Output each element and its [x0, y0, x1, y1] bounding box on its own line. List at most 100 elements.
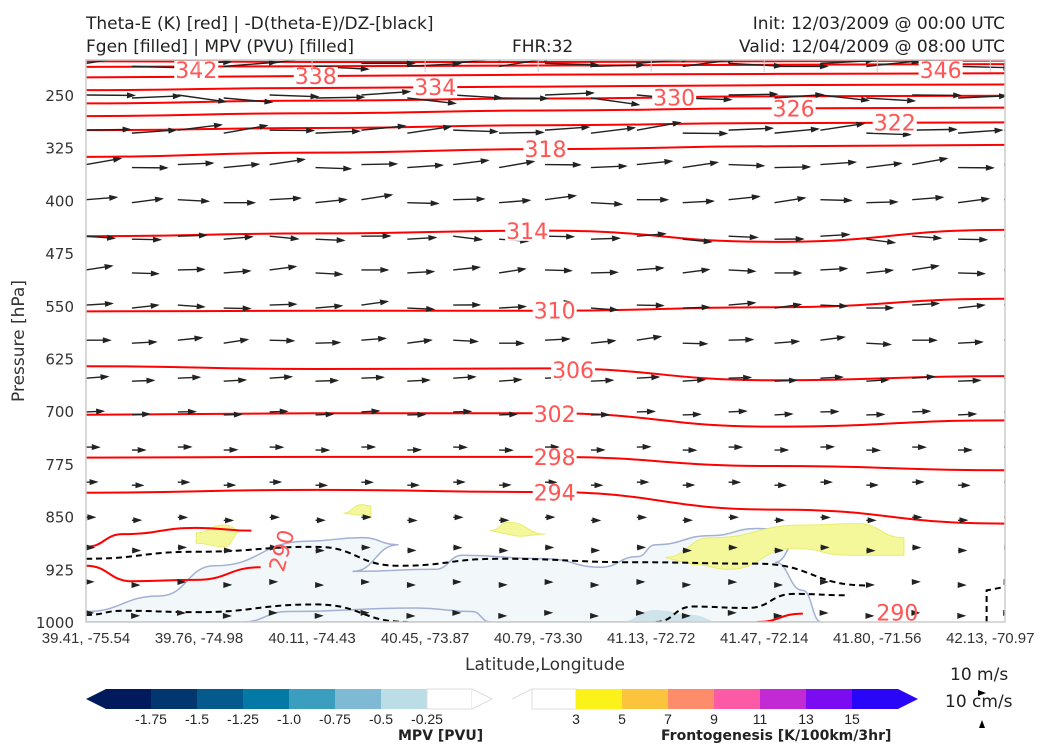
wind-vector-shaft [544, 126, 589, 131]
wind-vector [86, 374, 110, 381]
wind-vector-head [177, 578, 187, 585]
wind-vector [407, 547, 417, 554]
wind-vector [86, 337, 112, 344]
wind-vector-head [364, 479, 374, 486]
wind-vector-head [410, 482, 420, 489]
wind-vector-head [223, 60, 233, 66]
wind-vector [315, 65, 370, 72]
wind-vector-head [268, 609, 278, 616]
wind-vector-head [498, 581, 508, 588]
wind-vector [499, 411, 519, 418]
wind-vector [820, 578, 830, 585]
wind-vector [86, 126, 132, 133]
wind-vector-head [201, 197, 211, 204]
wind-vector [269, 127, 316, 134]
wind-vector [866, 517, 877, 524]
wind-vector [453, 479, 466, 486]
wind-vector-head [334, 303, 344, 310]
wind-vector-head [430, 200, 440, 207]
wind-vector-head [893, 161, 903, 168]
wind-vector [958, 196, 991, 204]
wind-vector-head [292, 195, 302, 202]
wind-vector-head [141, 411, 152, 418]
wind-vector-head [998, 93, 1005, 100]
wind-vector [590, 338, 617, 345]
wind-vector-head [545, 544, 555, 551]
wind-vector [636, 479, 650, 486]
wind-vector-shaft [361, 125, 405, 131]
wind-vector-head [1014, 409, 1023, 415]
wind-vector [728, 374, 753, 381]
fgen-colorbar-segment [714, 689, 761, 709]
wind-vector [269, 479, 283, 486]
wind-vector [407, 517, 418, 524]
wind-vector [499, 340, 525, 347]
wind-vector [590, 125, 637, 134]
mpv-colorbar-extend-high [471, 688, 494, 710]
wind-vector [636, 374, 661, 381]
wind-vector-head [976, 302, 986, 309]
wind-vector-shaft [1003, 198, 1005, 201]
wind-vector [361, 374, 385, 381]
wind-vector-head [443, 124, 453, 131]
wind-vector [453, 444, 468, 451]
wind-vector-head [137, 447, 147, 454]
wind-vector [590, 97, 641, 107]
wind-vector-head [572, 161, 582, 168]
wind-vector [682, 482, 696, 489]
wind-vector-head [819, 63, 829, 70]
wind-vector [636, 158, 674, 166]
wind-vector-head [288, 301, 298, 308]
wind-vector-head [866, 547, 876, 554]
wind-vector [866, 447, 882, 454]
y-axis-label: Pressure [hPa] [9, 280, 29, 402]
x-tick-label: 41.13, -72.72 [607, 630, 695, 647]
wind-vector [499, 547, 509, 554]
wind-vector-head [929, 337, 938, 344]
wind-vector [866, 377, 890, 384]
wind-vector-head [109, 194, 119, 201]
wind-vector-head [682, 547, 692, 554]
wind-vector [406, 581, 416, 588]
wind-vector-shaft [453, 94, 502, 99]
wind-vector [361, 193, 394, 201]
wind-vector-head [1027, 198, 1036, 204]
wind-vector [590, 581, 600, 588]
wind-vector-head [515, 340, 525, 347]
wind-vector-head [980, 196, 991, 203]
wind-vector [774, 302, 803, 309]
wind-vector-shaft [223, 124, 267, 134]
wind-vector [223, 97, 274, 105]
wind-vector [728, 162, 766, 169]
wind-vector-head [325, 411, 335, 418]
theta-e-label: 294 [534, 482, 576, 507]
wind-vector [590, 517, 602, 524]
wind-vector-head [389, 161, 399, 168]
wind-vector-head [362, 514, 372, 521]
wind-vector-head [705, 198, 716, 205]
wind-vector [177, 514, 189, 521]
wind-vector-head [407, 547, 417, 554]
mpv-colorbar-title: MPV [PVU] [398, 728, 484, 744]
wind-vector [866, 199, 899, 206]
wind-vector-head [563, 267, 573, 274]
wind-vector-head [961, 482, 971, 489]
wind-vector-head [259, 123, 269, 130]
wind-vector [820, 121, 866, 131]
wind-vector-head [664, 158, 674, 165]
wind-vector-head [338, 197, 348, 204]
wind-vector-head [423, 338, 433, 345]
wind-vector-head [130, 53, 139, 59]
wind-vector-head [332, 339, 342, 346]
wind-vector [682, 411, 702, 418]
theta-e-label-bg [532, 483, 577, 503]
wind-vector-head [288, 264, 298, 271]
wind-vector [774, 269, 803, 276]
wind-vector-head [820, 544, 830, 551]
fgen-colorbar-tick: 5 [618, 711, 626, 727]
wind-vector-head [1023, 303, 1032, 309]
wind-vector-head [607, 338, 617, 345]
wind-vector-head [314, 612, 324, 619]
wind-vector-head [1044, 98, 1050, 104]
wind-vector-shaft [86, 128, 130, 131]
